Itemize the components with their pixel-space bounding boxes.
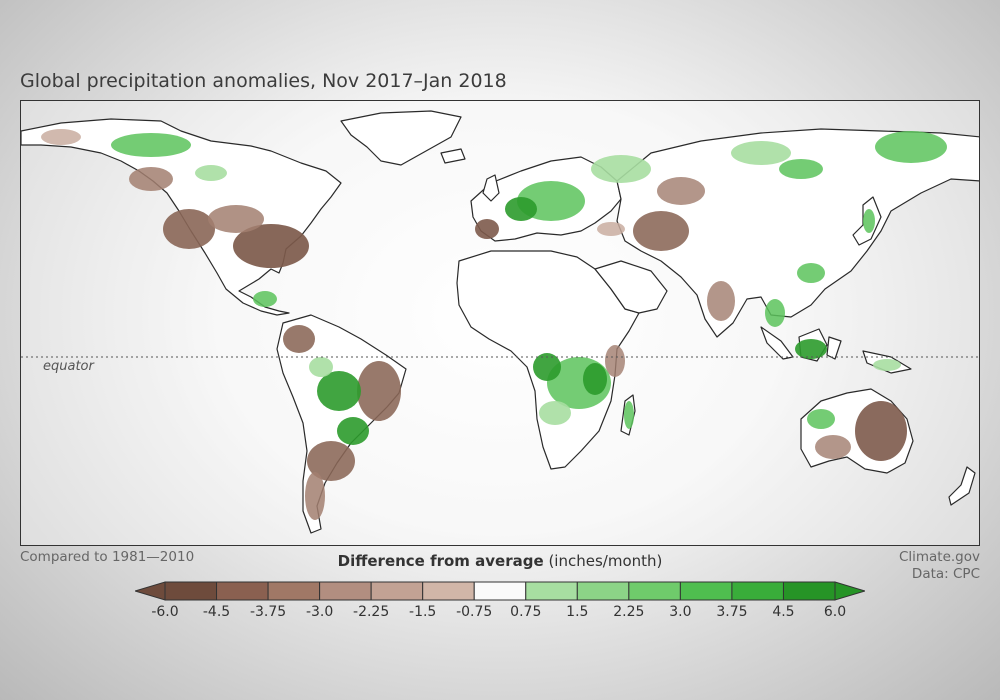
wet-anomaly-japan bbox=[863, 209, 875, 233]
wet-anomaly-canada-north bbox=[111, 133, 191, 157]
wet-anomaly-east-siberia bbox=[875, 131, 947, 163]
dry-anomaly-east-africa bbox=[605, 345, 625, 377]
map-frame[interactable] bbox=[20, 100, 980, 546]
dry-anomaly-brazil-east bbox=[357, 361, 401, 421]
uk-landmass bbox=[482, 174, 500, 202]
iceland-landmass bbox=[440, 148, 466, 164]
colorbar-tick-label: 0.75 bbox=[510, 604, 542, 620]
colorbar-segment bbox=[782, 581, 836, 601]
dry-anomaly-central-asia bbox=[657, 177, 705, 205]
dry-anomaly-us-southwest bbox=[163, 209, 215, 249]
wet-anomaly-peru bbox=[309, 357, 333, 377]
asia-landmass bbox=[616, 128, 979, 338]
colorbar-tick-label: -1.5 bbox=[409, 604, 437, 620]
wet-anomaly-canada-central bbox=[195, 165, 227, 181]
wet-anomaly-russia-west bbox=[591, 155, 651, 183]
dry-anomaly-australia-west bbox=[815, 435, 851, 459]
credit-source: Climate.gov bbox=[898, 549, 980, 565]
colorbar-tick-label: 3.75 bbox=[716, 604, 748, 620]
wet-anomaly-madagascar bbox=[624, 401, 634, 429]
legend-tick-labels: -6.0 -4.5 -3.75 -3.0 -2.25 -1.5 -0.75 0.75 1.5 2.… bbox=[0, 604, 1000, 624]
colorbar-tick-label: -0.75 bbox=[456, 604, 493, 620]
legend-colorbar bbox=[135, 581, 865, 601]
dry-anomaly-iberia bbox=[475, 219, 499, 239]
wet-anomaly-angola bbox=[539, 401, 571, 425]
legend-title: Difference from average (inches/month) bbox=[0, 552, 1000, 570]
wet-anomaly-indochina bbox=[765, 299, 785, 327]
wet-anomaly-china-south bbox=[797, 263, 825, 283]
colorbar-segment bbox=[216, 581, 269, 601]
wet-anomaly-europe-west bbox=[505, 197, 537, 221]
legend-title-bold: Difference from average bbox=[337, 552, 544, 570]
dry-anomaly-us-central bbox=[208, 205, 264, 233]
wet-anomaly-amazon bbox=[317, 371, 361, 411]
wet-anomaly-australia-north bbox=[807, 409, 835, 429]
dry-anomaly-us-southeast bbox=[233, 224, 309, 268]
wet-anomaly-tanzania bbox=[583, 363, 607, 395]
dry-anomaly-turkey bbox=[597, 222, 625, 236]
sulawesi-landmass bbox=[826, 336, 842, 360]
colorbar-tick-label: 4.5 bbox=[772, 604, 795, 620]
colorbar-tick-label: -2.25 bbox=[353, 604, 390, 620]
colorbar-tick-label: 6.0 bbox=[823, 604, 847, 620]
colorbar-segment bbox=[267, 581, 321, 601]
dry-anomaly-india bbox=[707, 281, 735, 321]
dry-anomaly-middle-east bbox=[633, 211, 689, 251]
colorbar-segment bbox=[164, 581, 218, 601]
colorbar-segment bbox=[731, 581, 784, 601]
wet-anomaly-mongolia bbox=[779, 159, 823, 179]
wet-anomaly-siberia bbox=[731, 141, 791, 165]
colorbar-tick-label: -3.75 bbox=[249, 604, 287, 620]
colorbar-segment bbox=[628, 581, 681, 601]
arabia-landmass bbox=[594, 260, 668, 314]
colorbar-tick-label: -3.0 bbox=[305, 604, 334, 620]
equator-label: equator bbox=[43, 359, 94, 374]
dry-anomaly-patagonia bbox=[305, 472, 325, 520]
baseline-note: Compared to 1981—2010 bbox=[20, 549, 195, 565]
credit-block: Climate.gov Data: CPC bbox=[899, 549, 980, 583]
anomaly-layer bbox=[41, 129, 947, 520]
dry-anomaly-argentina bbox=[307, 441, 355, 481]
colorbar-tick-label: 1.5 bbox=[566, 604, 589, 620]
colorbar-segment bbox=[319, 581, 372, 601]
wet-anomaly-indonesia bbox=[795, 339, 827, 359]
colorbar-segment bbox=[473, 581, 527, 601]
colorbar-arrow-left bbox=[135, 581, 166, 601]
wet-anomaly-central-america bbox=[253, 291, 277, 307]
colorbar-tick-label: -4.5 bbox=[202, 604, 231, 620]
wet-anomaly-congo bbox=[533, 353, 561, 381]
dry-anomaly-alaska bbox=[41, 129, 81, 145]
greenland-landmass bbox=[340, 110, 462, 166]
dry-anomaly-colombia bbox=[283, 325, 315, 353]
colorbar-segment bbox=[525, 581, 578, 601]
dry-anomaly-australia-east bbox=[855, 401, 907, 461]
colorbar-segment bbox=[370, 581, 424, 601]
wet-anomaly-bolivia bbox=[337, 417, 369, 445]
new-zealand-landmass bbox=[948, 466, 976, 506]
sumatra-landmass bbox=[760, 326, 794, 360]
dry-anomaly-canada-west bbox=[129, 167, 173, 191]
colorbar-tick-label: -6.0 bbox=[151, 604, 179, 620]
colorbar-tick-label: 3.0 bbox=[669, 604, 692, 620]
world-map[interactable] bbox=[21, 101, 980, 546]
colorbar-tick-label: 2.25 bbox=[613, 604, 645, 620]
colorbar-segment bbox=[679, 581, 733, 601]
colorbar-arrow-right bbox=[834, 581, 865, 601]
wet-anomaly-new-guinea bbox=[873, 359, 901, 371]
legend-title-units: (inches/month) bbox=[548, 552, 663, 570]
colorbar-segment bbox=[422, 581, 475, 601]
colorbar-segment bbox=[576, 581, 630, 601]
credit-data: Data: CPC bbox=[911, 566, 980, 582]
map-title: Global precipitation anomalies, Nov 2017… bbox=[20, 70, 507, 92]
